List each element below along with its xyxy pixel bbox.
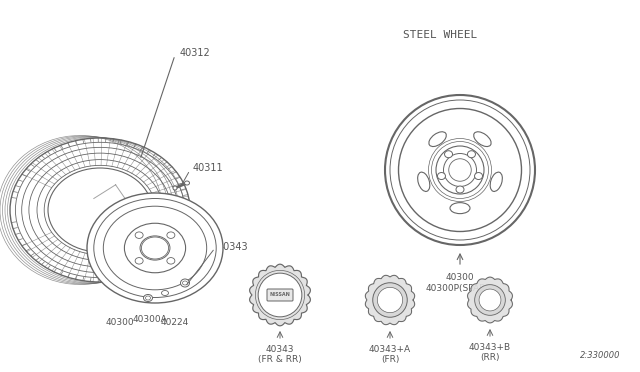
Ellipse shape — [372, 283, 407, 317]
Ellipse shape — [161, 291, 168, 295]
Ellipse shape — [474, 173, 483, 180]
Ellipse shape — [184, 181, 189, 185]
Polygon shape — [365, 275, 415, 325]
Text: 2:330000: 2:330000 — [579, 351, 620, 360]
Ellipse shape — [143, 295, 152, 301]
Ellipse shape — [479, 289, 501, 311]
Ellipse shape — [173, 186, 177, 190]
Text: 40343+A
(FR): 40343+A (FR) — [369, 345, 411, 365]
Ellipse shape — [87, 193, 223, 303]
Ellipse shape — [258, 273, 302, 317]
Ellipse shape — [124, 223, 186, 273]
Text: 40343
(FR & RR): 40343 (FR & RR) — [258, 345, 302, 365]
Ellipse shape — [467, 151, 476, 158]
Ellipse shape — [167, 232, 175, 238]
Text: 40224: 40224 — [161, 318, 189, 327]
Ellipse shape — [141, 237, 168, 259]
Ellipse shape — [475, 285, 506, 315]
Ellipse shape — [378, 287, 403, 312]
Ellipse shape — [135, 232, 143, 238]
Polygon shape — [250, 264, 310, 326]
Ellipse shape — [456, 186, 464, 193]
Text: 40312: 40312 — [180, 48, 211, 58]
Ellipse shape — [135, 257, 143, 264]
Text: 40311: 40311 — [193, 163, 223, 173]
Text: 40343: 40343 — [218, 242, 248, 252]
Ellipse shape — [436, 146, 484, 194]
Ellipse shape — [444, 154, 477, 186]
Ellipse shape — [490, 172, 502, 192]
Ellipse shape — [474, 132, 491, 147]
FancyBboxPatch shape — [267, 289, 293, 301]
Text: STEEL WHEEL: STEEL WHEEL — [403, 30, 477, 40]
Ellipse shape — [167, 257, 175, 264]
Polygon shape — [468, 277, 513, 323]
Ellipse shape — [450, 203, 470, 214]
Ellipse shape — [180, 279, 189, 287]
Ellipse shape — [10, 138, 190, 282]
Text: NISSAN: NISSAN — [269, 292, 291, 298]
Text: 40300
40300P(SPARE): 40300 40300P(SPARE) — [425, 273, 495, 293]
Text: 40300: 40300 — [106, 318, 134, 327]
Ellipse shape — [418, 172, 430, 192]
Ellipse shape — [438, 173, 445, 180]
Ellipse shape — [399, 109, 522, 231]
Ellipse shape — [449, 159, 471, 181]
Ellipse shape — [445, 151, 452, 158]
Ellipse shape — [48, 168, 152, 252]
Text: 40300A: 40300A — [132, 315, 168, 324]
Text: 40343+B
(RR): 40343+B (RR) — [469, 343, 511, 362]
Ellipse shape — [385, 95, 535, 245]
Ellipse shape — [140, 236, 170, 260]
Ellipse shape — [429, 132, 446, 147]
